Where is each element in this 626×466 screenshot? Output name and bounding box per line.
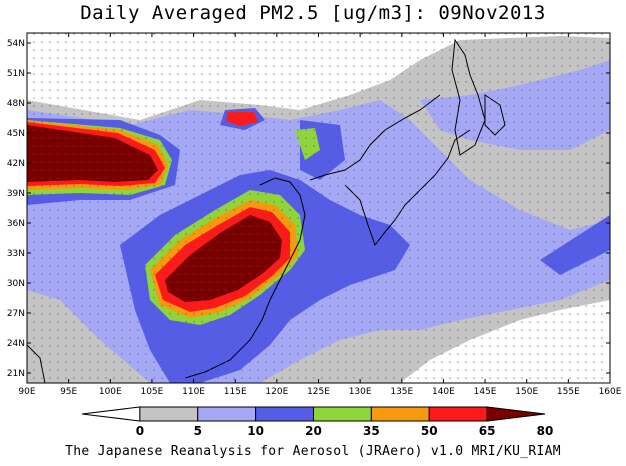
lat-tick-label: 48N	[7, 99, 25, 109]
colorbar-label: 20	[305, 424, 322, 438]
latitude-axis: 21N 24N 27N 30N 33N 36N 39N 42N 45N 48N 51N 54N	[7, 39, 610, 379]
colorbar-label: 50	[421, 424, 438, 438]
lat-tick-label: 39N	[7, 189, 25, 199]
lat-tick-label: 36N	[7, 219, 25, 229]
colorbar-swatch	[486, 406, 546, 422]
colorbar-swatch	[197, 406, 257, 422]
lat-tick-label: 30N	[7, 279, 25, 289]
lat-tick-label: 45N	[7, 129, 25, 139]
lon-tick-label: 110E	[182, 387, 205, 397]
lon-tick-label: 140E	[432, 387, 455, 397]
colorbar: 0 5 10 20 35 50 65 80	[81, 406, 554, 438]
lon-tick-label: 150E	[515, 387, 538, 397]
lon-tick-label: 155E	[557, 387, 580, 397]
lon-tick-label: 105E	[140, 387, 163, 397]
lon-tick-label: 90E	[18, 387, 35, 397]
concentration-field	[27, 33, 610, 383]
lat-tick-label: 21N	[7, 369, 25, 379]
colorbar-swatch	[313, 406, 372, 422]
colorbar-label: 5	[194, 424, 202, 438]
lon-tick-label: 135E	[390, 387, 413, 397]
longitude-axis: 90E 95E 100E 105E 110E 115E 120E 125E 130E 135E 14…	[18, 33, 622, 397]
lon-tick-label: 120E	[265, 387, 288, 397]
colorbar-label: 10	[247, 424, 264, 438]
colorbar-swatch	[81, 406, 141, 422]
lat-tick-label: 24N	[7, 339, 25, 349]
lat-tick-label: 54N	[7, 39, 25, 49]
colorbar-swatch	[255, 406, 314, 422]
colorbar-swatch	[428, 406, 488, 422]
colorbar-swatch	[139, 406, 199, 422]
lon-tick-label: 95E	[60, 387, 77, 397]
lon-tick-label: 160E	[599, 387, 622, 397]
colorbar-label: 0	[136, 424, 144, 438]
colorbar-label: 80	[537, 424, 554, 438]
lon-tick-label: 145E	[474, 387, 497, 397]
lat-tick-label: 33N	[7, 249, 25, 259]
colorbar-label: 35	[363, 424, 380, 438]
lon-tick-label: 130E	[349, 387, 372, 397]
lat-tick-label: 42N	[7, 159, 25, 169]
colorbar-swatch	[370, 406, 430, 422]
chart-title: Daily Averaged PM2.5 [ug/m3]: 09Nov2013	[80, 2, 546, 24]
lat-tick-label: 27N	[7, 309, 25, 319]
lon-tick-label: 100E	[99, 387, 122, 397]
colorbar-label: 65	[479, 424, 496, 438]
footer-credit: The Japanese Reanalysis for Aerosol (JRA…	[65, 444, 561, 459]
lon-tick-label: 125E	[307, 387, 330, 397]
lon-tick-label: 115E	[224, 387, 247, 397]
lat-tick-label: 51N	[7, 69, 25, 79]
